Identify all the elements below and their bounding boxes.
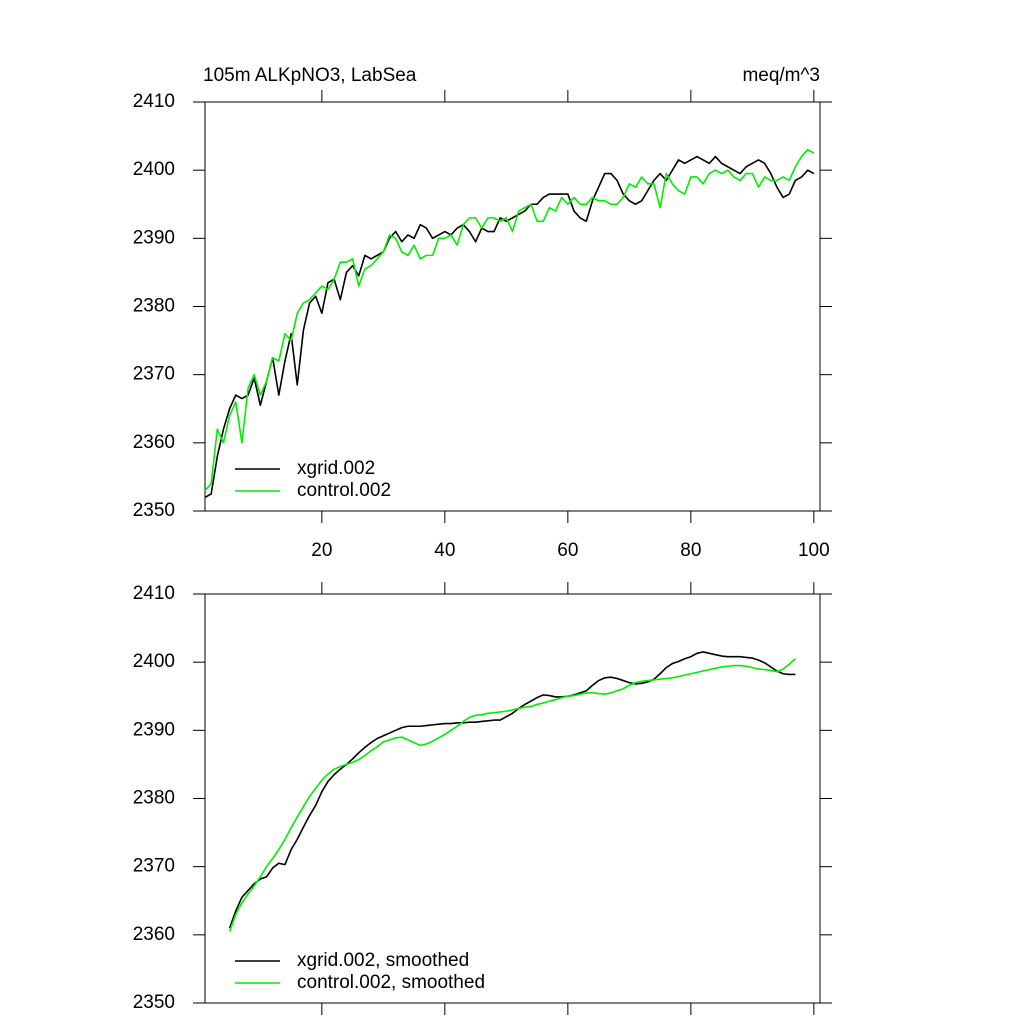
legend-label: xgrid.002	[297, 458, 375, 479]
data-line	[228, 651, 796, 929]
y-tick-label: 2380	[133, 296, 175, 317]
x-tick-label: 80	[680, 540, 701, 561]
x-tick-label: 60	[557, 540, 578, 561]
y-tick-label: 2370	[133, 364, 175, 385]
y-tick-label: 2350	[133, 500, 175, 521]
y-tick-label: 2370	[133, 856, 175, 877]
plot-frame	[204, 593, 821, 1004]
y-tick-label: 2380	[133, 788, 175, 809]
units-label: meq/m^3	[742, 65, 820, 86]
legend-label: control.002	[297, 480, 391, 501]
data-line	[204, 148, 815, 492]
y-tick-label: 2410	[133, 91, 175, 112]
y-tick-label: 2360	[133, 432, 175, 453]
x-tick-label: 40	[434, 540, 455, 561]
y-tick-label: 2360	[133, 924, 175, 945]
data-line	[228, 658, 796, 932]
y-tick-label: 2350	[133, 992, 175, 1013]
x-tick-label: 100	[798, 540, 830, 561]
data-line	[204, 155, 815, 499]
y-tick-label: 2400	[133, 159, 175, 180]
y-tick-label: 2410	[133, 583, 175, 604]
y-tick-label: 2400	[133, 651, 175, 672]
chart-title: 105m ALKpNO3, LabSea	[203, 65, 417, 86]
y-tick-label: 2390	[133, 227, 175, 248]
x-tick-label: 20	[311, 540, 332, 561]
plot-frame	[204, 101, 821, 512]
legend-label: control.002, smoothed	[297, 972, 485, 993]
legend-label: xgrid.002, smoothed	[297, 950, 469, 971]
y-tick-label: 2390	[133, 719, 175, 740]
